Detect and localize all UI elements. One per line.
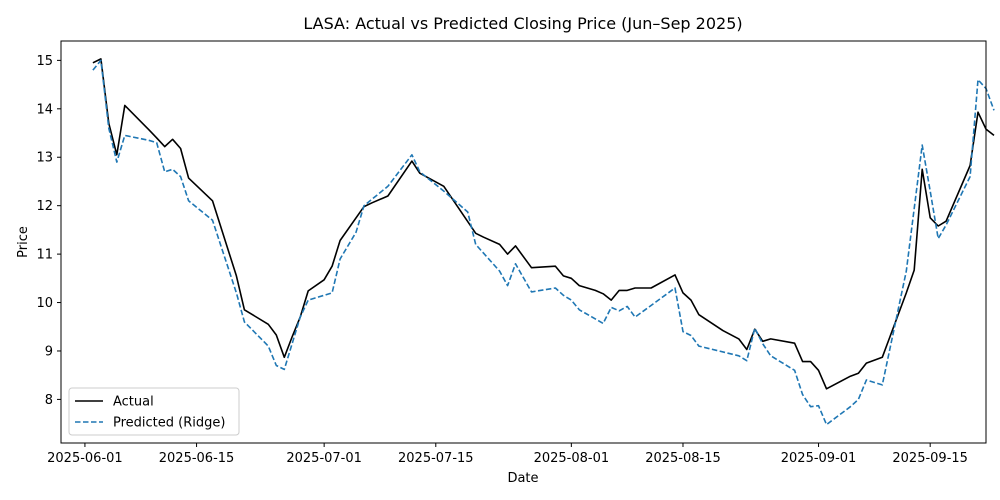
x-tick-label-7: 2025-09-15 [892, 451, 968, 466]
y-tick-label-3: 11 [36, 248, 53, 263]
series-line-1 [92, 59, 995, 426]
y-axis-ticks: 8 9 10 11 12 13 14 15 [36, 54, 61, 408]
series-line-0 [92, 58, 995, 390]
series-layer [92, 58, 995, 426]
y-tick-label-2: 10 [36, 296, 53, 311]
legend: Actual Predicted (Ridge) [68, 387, 240, 436]
legend-box [68, 387, 240, 436]
x-axis-ticks: 2025-06-01 2025-06-15 2025-07-01 2025-07-15… [47, 443, 968, 466]
y-tick-label-7: 15 [36, 54, 53, 69]
y-tick-label-1: 9 [45, 344, 53, 359]
x-tick-label-6: 2025-09-01 [781, 451, 857, 466]
y-tick-label-0: 8 [45, 393, 53, 408]
legend-label-0: Actual [113, 395, 154, 410]
x-tick-label-3: 2025-07-15 [398, 451, 474, 466]
plot-frame [60, 40, 987, 444]
x-tick-label-5: 2025-08-15 [645, 451, 721, 466]
y-tick-label-4: 12 [36, 199, 53, 214]
x-axis-title: Date [507, 471, 538, 486]
x-tick-label-1: 2025-06-15 [159, 451, 235, 466]
x-tick-label-2: 2025-07-01 [286, 451, 362, 466]
x-tick-label-4: 2025-08-01 [534, 451, 610, 466]
y-axis-title: Price [16, 226, 31, 258]
y-tick-label-5: 13 [36, 151, 53, 166]
x-tick-label-0: 2025-06-01 [47, 451, 123, 466]
legend-label-1: Predicted (Ridge) [113, 416, 225, 431]
y-tick-label-6: 14 [36, 102, 53, 117]
chart-title: LASA: Actual vs Predicted Closing Price … [303, 14, 742, 33]
